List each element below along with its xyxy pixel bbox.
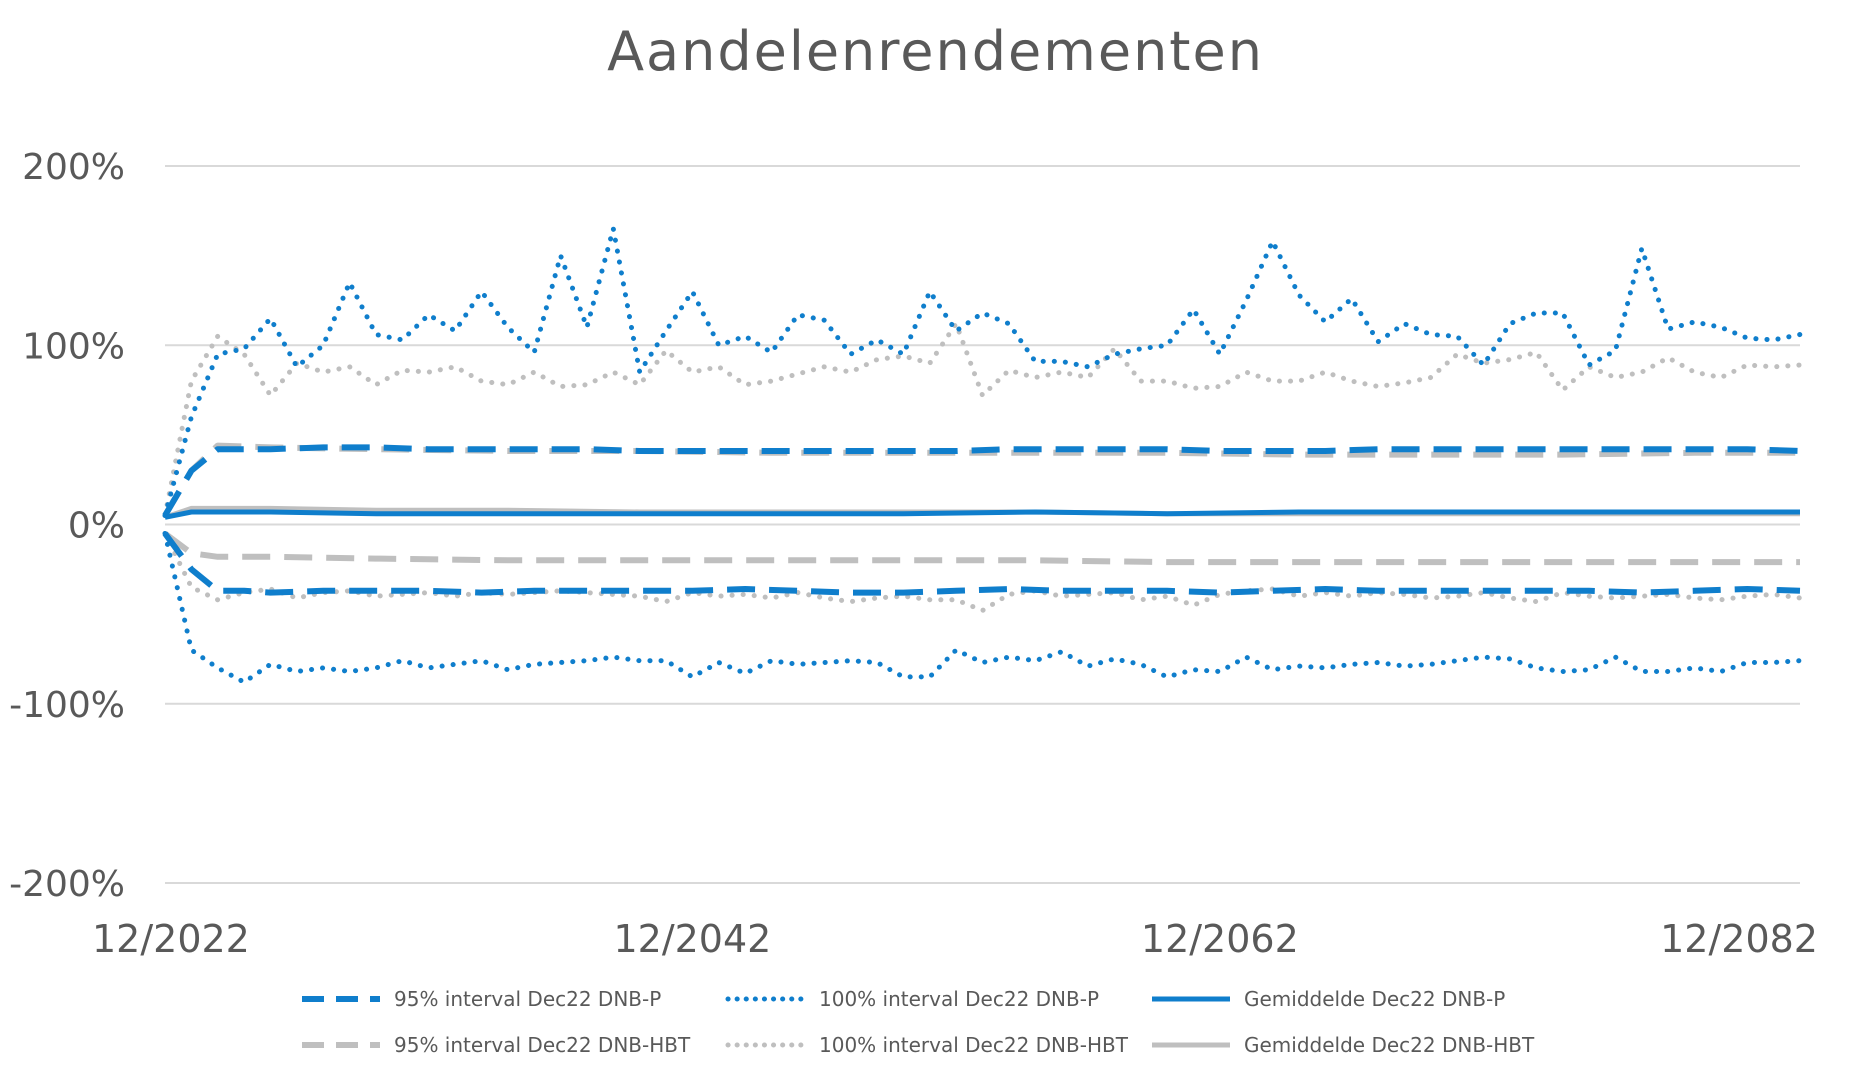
- y-tick-label: -200%: [9, 864, 125, 905]
- legend-label: Gemiddelde Dec22 DNB-P: [1244, 987, 1506, 1011]
- series-lines: [162, 226, 1803, 685]
- legend-label: Gemiddelde Dec22 DNB-HBT: [1244, 1033, 1535, 1057]
- y-tick-label: -100%: [9, 685, 125, 726]
- series-line: [162, 226, 1803, 518]
- series-line: [163, 531, 1800, 566]
- series-line: [162, 442, 1800, 518]
- legend-label: 95% interval Dec22 DNB-P: [394, 987, 662, 1011]
- legend-swatch-solid-grey: [1152, 1042, 1230, 1048]
- legend-item: 100% interval Dec22 DNB-P: [725, 987, 1150, 1011]
- series-line: [162, 321, 1803, 518]
- series-line: [162, 531, 1801, 596]
- legend-row: 95% interval Dec22 DNB-HBT 100% interval…: [300, 1022, 1600, 1068]
- legend-item: 100% interval Dec22 DNB-HBT: [725, 1033, 1150, 1057]
- x-axis-ticks: 12/2022 12/2042 12/2062 12/2082: [92, 917, 1818, 960]
- legend: 95% interval Dec22 DNB-P 100% interval D…: [300, 976, 1600, 1068]
- legend-swatch-dashed-blue: [302, 996, 380, 1002]
- legend-label: 95% interval Dec22 DNB-HBT: [394, 1033, 691, 1057]
- legend-swatch-dotted-blue: [725, 996, 807, 1002]
- legend-label: 100% interval Dec22 DNB-P: [819, 987, 1100, 1011]
- legend-item: Gemiddelde Dec22 DNB-P: [1150, 987, 1575, 1011]
- legend-swatch-solid-blue: [1152, 996, 1230, 1002]
- y-tick-label: 200%: [22, 147, 125, 188]
- grid-lines: [165, 165, 1800, 884]
- legend-label: 100% interval Dec22 DNB-HBT: [819, 1033, 1128, 1057]
- legend-row: 95% interval Dec22 DNB-P 100% interval D…: [300, 976, 1600, 1022]
- x-tick-label: 12/2062: [1141, 917, 1299, 960]
- series-line: [162, 531, 1803, 685]
- chart-title: Aandelenrendementen: [607, 20, 1264, 83]
- legend-item: 95% interval Dec22 DNB-P: [300, 987, 725, 1011]
- legend-swatch-dotted-grey: [725, 1042, 807, 1048]
- legend-item: Gemiddelde Dec22 DNB-HBT: [1150, 1033, 1575, 1057]
- x-tick-label: 12/2082: [1660, 917, 1818, 960]
- legend-swatch-dashed-grey: [302, 1042, 380, 1048]
- chart-plot-area: 200%100%0%-100%-200% 12/2022 12/2042 12/20…: [9, 147, 1818, 960]
- x-tick-label: 12/2022: [92, 917, 250, 960]
- y-tick-label: 0%: [68, 506, 125, 547]
- series-line: [162, 531, 1803, 613]
- x-tick-label: 12/2042: [613, 917, 771, 960]
- series-line: [164, 509, 1800, 520]
- series-line: [162, 444, 1801, 518]
- y-axis-ticks: 200% 100% 0% -100% -200%: [9, 147, 125, 905]
- legend-item: 95% interval Dec22 DNB-HBT: [300, 1033, 725, 1057]
- y-tick-label: 100%: [22, 326, 125, 367]
